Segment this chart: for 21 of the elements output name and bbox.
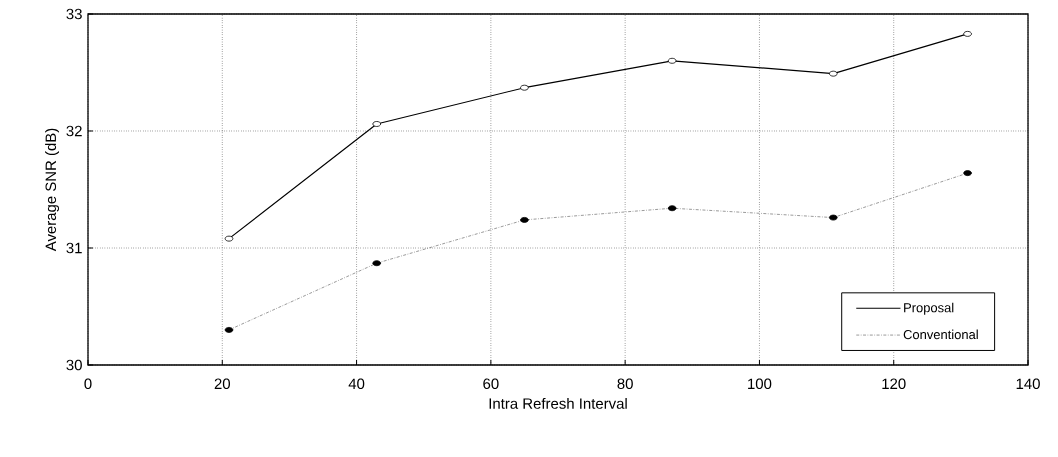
x-tick-label: 20 (214, 378, 230, 390)
x-tick-label: 140 (1016, 378, 1040, 390)
legend-label: Conventional (903, 329, 978, 340)
x-tick-label: 100 (748, 378, 772, 390)
point (963, 30, 972, 37)
x-tick-label: 60 (483, 378, 499, 390)
legend-label: Proposal (904, 302, 954, 315)
point (828, 70, 838, 77)
y-tick-label: 31 (66, 242, 82, 254)
y-tick-label: 32 (66, 125, 82, 137)
y-tick-label: 33 (66, 8, 82, 20)
x-tick-label: 40 (348, 378, 365, 390)
y-tick-label: 30 (66, 359, 82, 371)
point (520, 84, 529, 91)
x-tick-label: 120 (882, 378, 906, 390)
y-axis-title: Average SNR (dB) (45, 128, 60, 252)
point (224, 235, 234, 242)
x-tick-label: 0 (84, 378, 92, 390)
x-axis-title: Intra Refresh Interval (489, 397, 627, 409)
x-tick-label: 80 (617, 378, 633, 390)
point (667, 57, 677, 64)
